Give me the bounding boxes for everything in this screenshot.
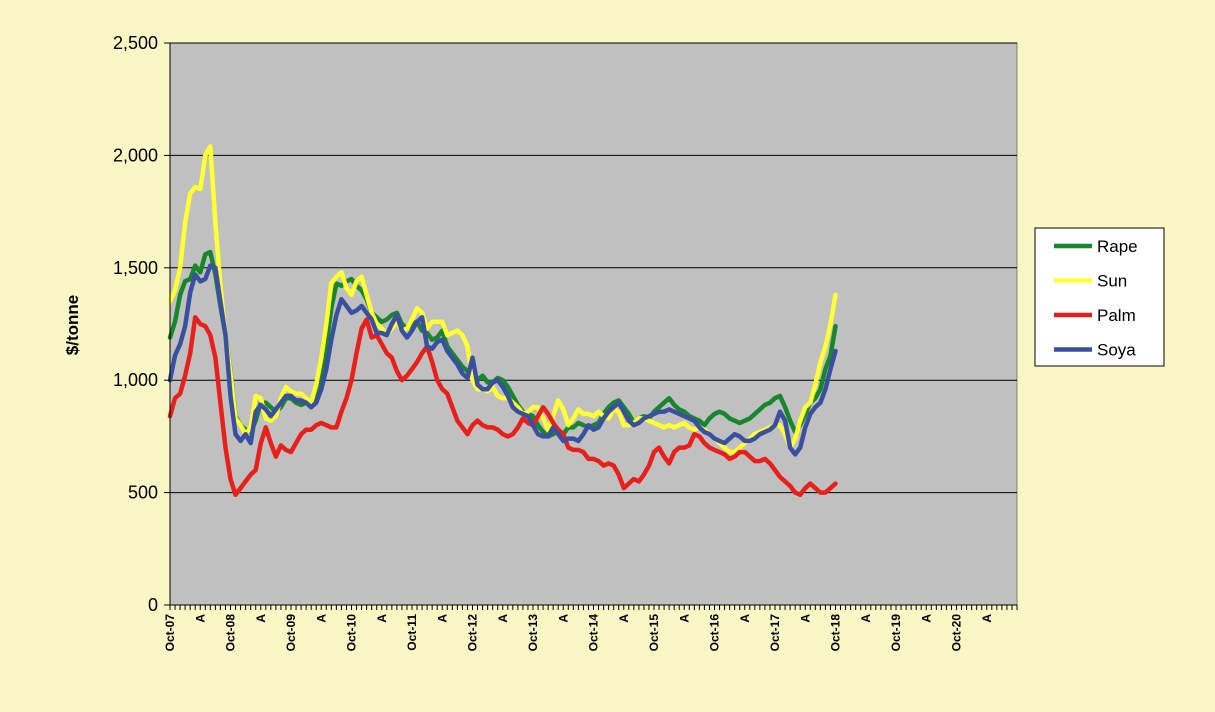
axes bbox=[164, 42, 1018, 610]
x-tick-label-5: A bbox=[314, 614, 328, 623]
y-tick-label-5: 2,500 bbox=[113, 33, 158, 53]
y-tick-label-3: 1,500 bbox=[113, 258, 158, 278]
y-tick-label-4: 2,000 bbox=[113, 145, 158, 165]
x-tick-label-1: A bbox=[193, 614, 207, 623]
x-tick-label-21: A bbox=[798, 614, 812, 623]
x-tick-label-3: A bbox=[254, 614, 268, 623]
legend-label-palm: Palm bbox=[1097, 306, 1136, 325]
x-tick-label-0: Oct-07 bbox=[163, 614, 177, 652]
x-tick-label-25: A bbox=[919, 614, 933, 623]
x-tick-label-12: Oct-13 bbox=[526, 614, 540, 652]
x-tick-label-8: Oct-11 bbox=[405, 614, 419, 651]
x-tick-label-10: Oct-12 bbox=[466, 614, 480, 652]
series-line-soya bbox=[167, 263, 838, 457]
series-lines bbox=[167, 144, 838, 498]
legend: Rape Sun Palm Soya bbox=[1034, 227, 1165, 367]
x-tick-label-16: Oct-15 bbox=[647, 614, 661, 652]
x-tick-label-19: A bbox=[738, 614, 752, 623]
legend-label-soya: Soya bbox=[1097, 341, 1136, 360]
x-tick-label-17: A bbox=[677, 614, 691, 623]
x-tick-label-13: A bbox=[556, 614, 570, 623]
x-tick-label-4: Oct-09 bbox=[284, 614, 298, 652]
y-tick-label-1: 500 bbox=[128, 483, 158, 503]
series-line-palm bbox=[167, 315, 838, 498]
legend-box bbox=[1034, 227, 1165, 367]
y-axis-label: $/tonne bbox=[63, 295, 82, 355]
x-tick-label-15: A bbox=[617, 614, 631, 623]
y-tick-label-0: 0 bbox=[148, 595, 158, 615]
gridlines bbox=[170, 42, 1017, 494]
y-tick-label-2: 1,000 bbox=[113, 370, 158, 390]
x-tick-label-23: A bbox=[859, 614, 873, 623]
x-tick-label-6: Oct-10 bbox=[345, 614, 359, 652]
x-tick-label-22: Oct-18 bbox=[829, 614, 843, 652]
y-tick-labels: 0 500 1,000 1,500 2,000 2,500 bbox=[113, 33, 158, 615]
x-tick-label-11: A bbox=[496, 614, 510, 623]
x-tick-label-27: A bbox=[980, 614, 994, 623]
series-line-rape bbox=[167, 249, 838, 439]
x-tick-label-18: Oct-16 bbox=[708, 614, 722, 652]
x-tick-label-14: Oct-14 bbox=[587, 614, 601, 652]
plot-area bbox=[169, 42, 1018, 606]
legend-label-rape: Rape bbox=[1097, 237, 1138, 256]
x-tick-labels: Oct-07 A Oct-08 A Oct-09 A Oct-10 A Oct-11 A Oct-1… bbox=[163, 614, 994, 652]
x-tick-label-20: Oct-17 bbox=[768, 614, 782, 652]
x-tick-label-9: A bbox=[435, 614, 449, 623]
x-tick-label-2: Oct-08 bbox=[224, 614, 238, 652]
x-tick-label-26: Oct-20 bbox=[950, 614, 964, 652]
x-tick-label-7: A bbox=[375, 614, 389, 623]
x-tick-label-24: Oct-19 bbox=[889, 614, 903, 652]
legend-label-sun: Sun bbox=[1097, 272, 1127, 291]
legend-items: Rape Sun Palm Soya bbox=[1054, 237, 1138, 360]
series-line-sun bbox=[167, 144, 838, 455]
